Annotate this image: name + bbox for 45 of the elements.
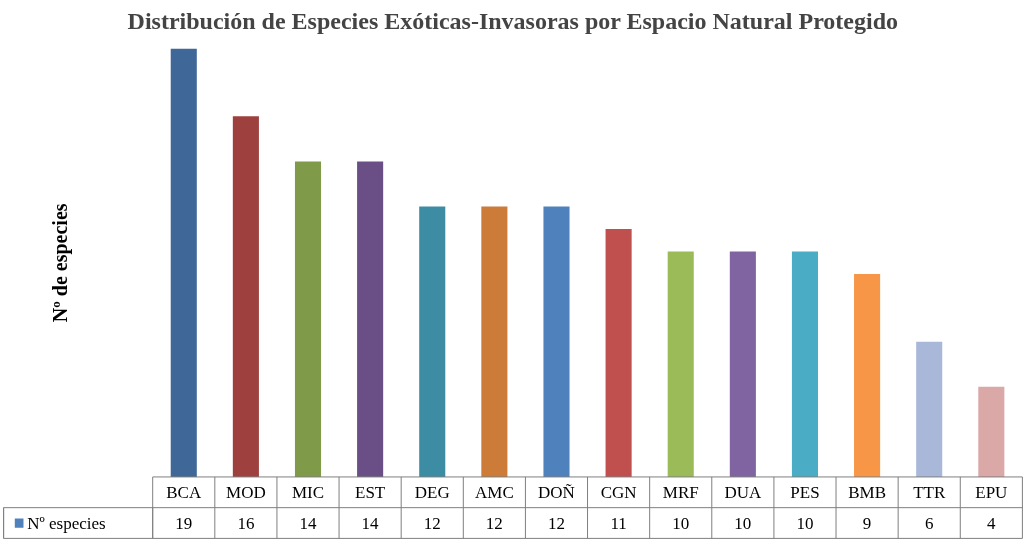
bar [978,386,1005,477]
x-tick-label: TTR [913,482,946,502]
bar [916,341,943,477]
bar [667,251,694,477]
x-tick-label: PES [790,482,820,502]
data-label: 16 [237,513,255,533]
data-label: 4 [987,513,997,533]
bar [543,206,570,477]
x-tick-label: DOÑ [538,482,575,502]
legend-label: Nº especies [27,513,106,533]
data-label: 14 [361,513,380,533]
x-tick-label: MIC [291,482,325,502]
bar [481,206,508,477]
bar [791,251,819,477]
x-tick-label: EST [355,482,386,502]
data-label: 9 [862,513,872,533]
x-tick-label: BMB [848,482,886,502]
bar [605,229,632,477]
x-tick-label: AMC [475,482,514,502]
bar [170,48,197,477]
data-label: 19 [175,513,193,533]
data-label: 12 [485,513,503,533]
data-label: 10 [796,513,814,533]
data-label: 12 [547,513,565,533]
data-label: 11 [610,513,627,533]
chart-title: Distribución de Especies Exóticas-Invasoras por Espacio Natural Protegido [127,7,899,34]
data-label: 6 [924,513,934,533]
bar [294,161,322,477]
bar [357,161,384,477]
x-tick-label: MRF [662,482,699,502]
data-label: 10 [734,513,752,533]
x-tick-label: DEG [414,482,450,502]
bar [232,116,259,477]
x-tick-label: EPU [975,482,1008,502]
x-tick-label: DUA [724,482,762,502]
bar [729,251,756,477]
data-label: 10 [672,513,690,533]
bar [854,274,881,477]
x-tick-label: CGN [600,482,637,502]
data-label: 12 [423,513,441,533]
bar [419,206,446,477]
x-tick-label: BCA [166,482,202,502]
y-axis-title: Nº de especies [48,203,72,323]
x-tick-label: MOD [226,482,266,502]
data-label: 14 [299,513,317,533]
